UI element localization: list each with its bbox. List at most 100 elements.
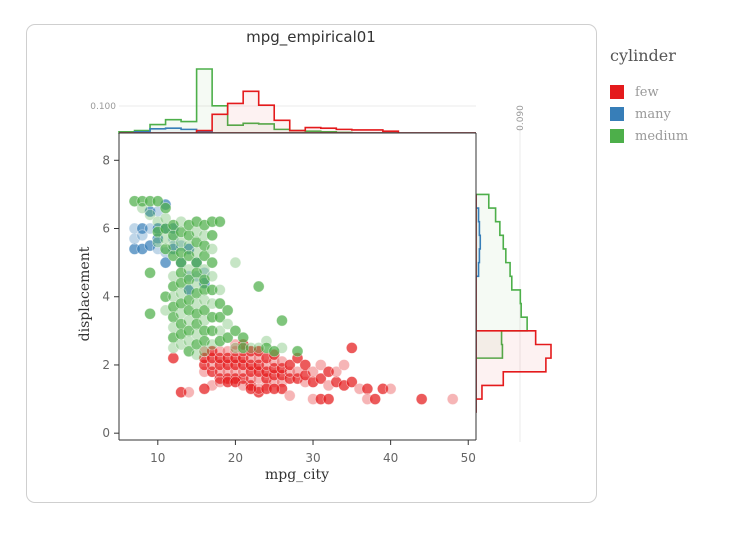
scatter-points (128, 195, 459, 405)
point-medium (206, 256, 218, 269)
y-tick-label: 4 (102, 290, 110, 304)
point-medium (206, 229, 218, 242)
legend-label: medium (635, 128, 689, 144)
point-few (322, 393, 335, 405)
point-few (198, 383, 211, 395)
point-medium (190, 348, 203, 361)
point-medium (183, 345, 195, 358)
x-axis-ticks: 10 20 30 40 50 (150, 440, 476, 465)
legend-item-many: many (610, 103, 688, 125)
point-medium (136, 202, 149, 214)
legend-swatch (610, 129, 624, 143)
point-medium (190, 318, 203, 330)
top-marginal-histogram: 0.100 (90, 68, 476, 134)
point-few (384, 383, 397, 395)
point-medium (214, 297, 226, 310)
point-medium (229, 256, 242, 269)
legend: cylinder few many medium (610, 46, 688, 147)
y-tick-label: 8 (102, 153, 110, 167)
x-tick-label: 30 (305, 451, 320, 465)
point-medium (167, 342, 180, 354)
x-tick-label: 40 (383, 451, 398, 465)
right-marginal-label: 0.090 (516, 105, 526, 131)
point-medium (214, 284, 226, 296)
point-few (307, 365, 319, 378)
y-axis-ticks: 0 2 4 6 8 (102, 153, 119, 440)
point-medium (183, 250, 195, 262)
x-tick-label: 50 (461, 451, 476, 465)
legend-label: many (635, 106, 671, 122)
point-few (229, 376, 242, 388)
point-medium (190, 267, 203, 279)
legend-item-few: few (610, 81, 688, 103)
point-medium (252, 280, 265, 293)
point-few (167, 352, 180, 364)
point-medium (229, 325, 242, 337)
point-medium (167, 219, 180, 231)
point-medium (206, 243, 218, 255)
point-many (159, 256, 172, 269)
legend-title: cylinder (610, 46, 676, 65)
chart-title: mpg_empirical01 (246, 28, 376, 47)
point-medium (198, 335, 211, 347)
point-medium (291, 345, 304, 358)
point-medium (159, 202, 172, 214)
legend-swatch (610, 107, 624, 121)
legend-swatch (610, 85, 624, 99)
point-medium (214, 311, 226, 324)
point-few (314, 359, 327, 371)
point-medium (152, 195, 164, 208)
point-few (314, 372, 327, 385)
point-medium (268, 345, 281, 358)
point-few (446, 393, 459, 405)
point-medium (144, 209, 156, 221)
point-many (128, 232, 141, 245)
chart-frame (26, 24, 597, 503)
legend-items: few many medium (610, 81, 688, 147)
point-medium (152, 236, 164, 248)
point-few (268, 383, 281, 395)
y-tick-label: 2 (102, 358, 110, 372)
top-marginal-few (119, 90, 476, 134)
point-medium (167, 311, 180, 324)
point-few (346, 376, 358, 388)
legend-item-medium: medium (610, 125, 688, 147)
point-few (415, 393, 428, 405)
point-few (369, 393, 381, 405)
point-medium (221, 318, 234, 330)
x-axis-title: mpg_city (265, 467, 329, 483)
point-medium (175, 338, 187, 351)
point-medium (221, 331, 234, 344)
point-medium (198, 304, 211, 317)
point-few (283, 389, 296, 402)
point-medium (206, 270, 218, 283)
point-medium (252, 342, 265, 354)
y-axis-title: displacement (77, 246, 93, 341)
point-few (183, 386, 195, 399)
x-tick-label: 10 (150, 451, 165, 465)
right-marginal-histogram: 0.090 (475, 105, 552, 442)
point-medium (237, 331, 249, 344)
y-tick-label: 6 (102, 222, 110, 236)
point-medium (214, 215, 226, 228)
point-medium (183, 273, 195, 286)
y-tick-label: 0 (102, 426, 110, 440)
point-medium (276, 314, 288, 327)
point-few (361, 383, 374, 395)
point-medium (198, 345, 211, 358)
right-marginal-medium (475, 193, 528, 413)
point-medium (198, 239, 211, 252)
point-many (144, 239, 156, 252)
top-marginal-label: 0.100 (90, 102, 116, 112)
point-few (338, 359, 350, 371)
x-tick-label: 20 (228, 451, 243, 465)
point-medium (144, 267, 156, 279)
point-medium (221, 304, 234, 317)
point-many (136, 229, 149, 242)
point-medium (183, 325, 195, 337)
point-medium (159, 243, 172, 255)
point-few (346, 342, 358, 354)
legend-label: few (635, 84, 659, 100)
point-few (330, 365, 343, 378)
